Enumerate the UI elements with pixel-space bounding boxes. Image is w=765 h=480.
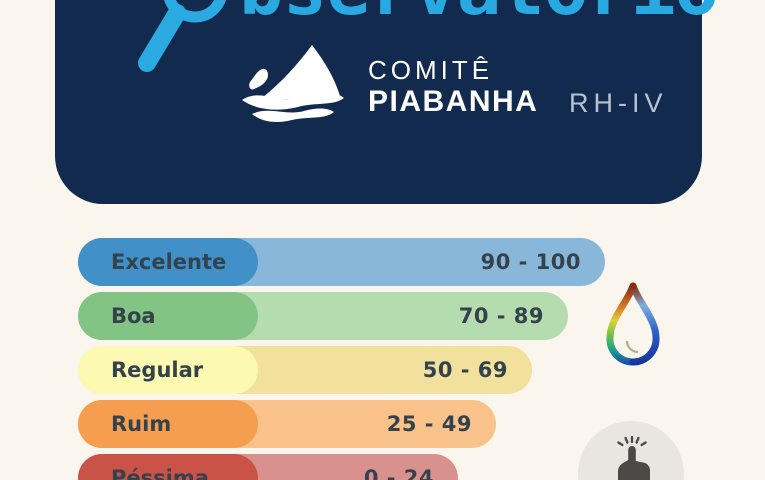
scale-row-regular[interactable]: Regular 50 - 69 xyxy=(78,346,532,394)
scale-range: 0 - 24 xyxy=(363,466,434,480)
page-title: bservatório xyxy=(239,0,719,26)
magnifier-icon xyxy=(138,0,258,72)
tap-hand-icon[interactable] xyxy=(597,436,667,480)
scale-range: 25 - 49 xyxy=(386,412,472,436)
scale-label: Boa xyxy=(111,304,156,328)
scale-label: Péssima xyxy=(111,466,209,480)
magnifier-handle xyxy=(138,4,186,72)
scale-row-excelente[interactable]: Excelente 90 - 100 xyxy=(78,238,605,286)
scale-range: 50 - 69 xyxy=(422,358,508,382)
committee-name-line1: COMITÊ xyxy=(368,55,494,85)
mountain-waves-icon xyxy=(242,45,344,122)
scale-row-pessima[interactable]: Péssima 0 - 24 xyxy=(78,454,458,480)
scale-label-pill: Excelente xyxy=(78,238,258,286)
scale-label-pill: Péssima xyxy=(78,454,258,480)
scale-label: Regular xyxy=(111,358,204,382)
rainbow-water-drop-icon xyxy=(606,282,660,366)
scale-label-pill: Boa xyxy=(78,292,258,340)
scale-label: Excelente xyxy=(111,250,227,274)
scale-label-pill: Ruim xyxy=(78,400,258,448)
header-card: bservatório COMITÊ PIABANHA RH-IV xyxy=(55,0,719,204)
scale-range: 70 - 89 xyxy=(458,304,544,328)
scale-label: Ruim xyxy=(111,412,172,436)
scale-range: 90 - 100 xyxy=(480,250,581,274)
region-code: RH-IV xyxy=(569,88,668,118)
committee-name-line2: PIABANHA xyxy=(368,85,539,118)
scale-row-ruim[interactable]: Ruim 25 - 49 xyxy=(78,400,496,448)
scale-row-boa[interactable]: Boa 70 - 89 xyxy=(78,292,568,340)
lens-circle xyxy=(164,0,226,23)
scale-label-pill: Regular xyxy=(78,346,258,394)
